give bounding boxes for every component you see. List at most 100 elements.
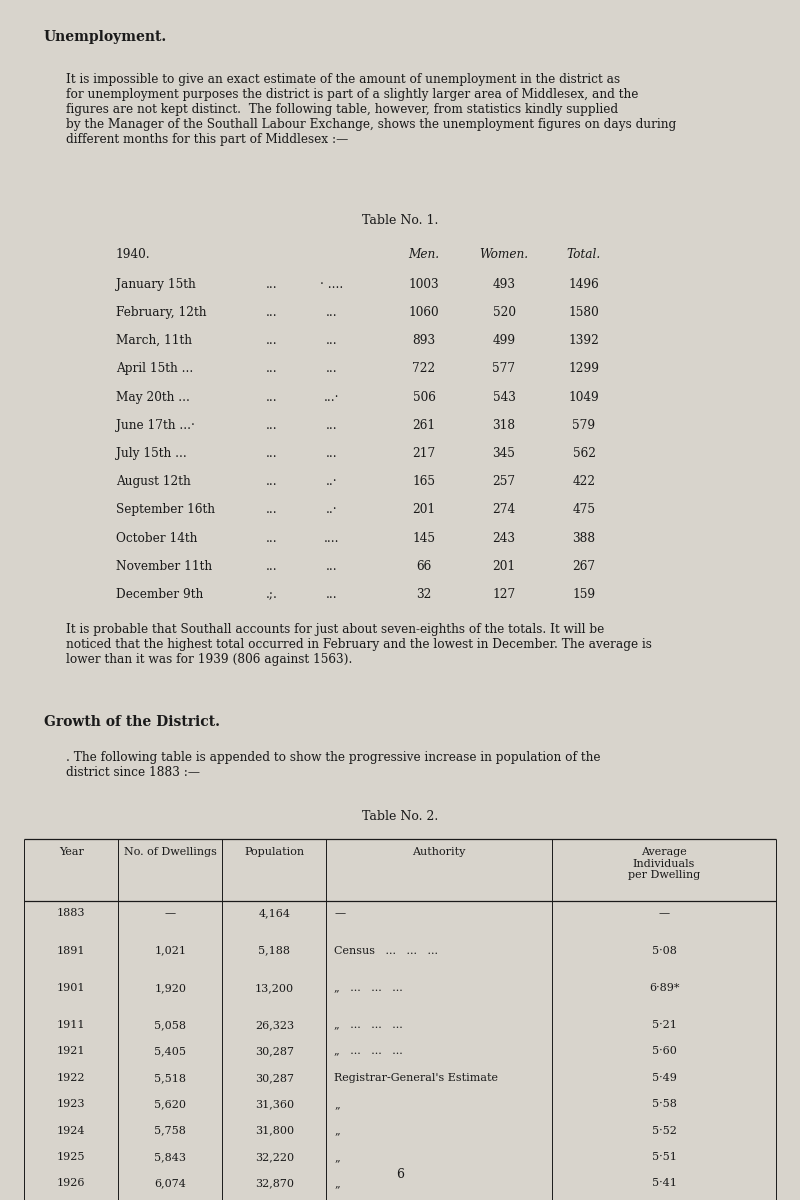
Text: Year: Year: [58, 847, 84, 857]
Text: 499: 499: [493, 334, 515, 347]
Text: ..·: ..·: [326, 503, 338, 516]
Text: ....: ....: [324, 532, 340, 545]
Text: Unemployment.: Unemployment.: [44, 30, 167, 44]
Text: „: „: [334, 1126, 340, 1135]
Text: 1924: 1924: [57, 1126, 86, 1135]
Text: 1940.: 1940.: [116, 248, 150, 260]
Text: 127: 127: [492, 588, 516, 601]
Text: 31,800: 31,800: [255, 1126, 294, 1135]
Text: ...: ...: [326, 334, 338, 347]
Text: 243: 243: [493, 532, 515, 545]
Text: 6,074: 6,074: [154, 1178, 186, 1188]
Text: 345: 345: [493, 446, 515, 460]
Text: 1,920: 1,920: [154, 983, 186, 992]
Text: 1922: 1922: [57, 1073, 86, 1082]
Text: Census   ...   ...   ...: Census ... ... ...: [334, 946, 438, 955]
Text: ...: ...: [266, 503, 278, 516]
Text: 261: 261: [413, 419, 435, 432]
Text: November 11th: November 11th: [116, 559, 212, 572]
Text: 5·21: 5·21: [651, 1020, 677, 1030]
Text: 1921: 1921: [57, 1046, 86, 1056]
Text: ..·: ..·: [326, 475, 338, 488]
Text: 66: 66: [416, 559, 432, 572]
Text: July 15th ...: July 15th ...: [116, 446, 186, 460]
Text: 5·60: 5·60: [651, 1046, 677, 1056]
Text: 1911: 1911: [57, 1020, 86, 1030]
Text: 13,200: 13,200: [255, 983, 294, 992]
Text: 5·58: 5·58: [651, 1099, 677, 1109]
Text: 159: 159: [573, 588, 595, 601]
Text: Women.: Women.: [479, 248, 529, 260]
Text: 5,405: 5,405: [154, 1046, 186, 1056]
Text: ...: ...: [266, 475, 278, 488]
Text: Authority: Authority: [413, 847, 466, 857]
Text: 1392: 1392: [569, 334, 599, 347]
Text: —: —: [165, 908, 176, 918]
Text: 5,620: 5,620: [154, 1099, 186, 1109]
Text: ...: ...: [266, 390, 278, 403]
Text: 5·52: 5·52: [651, 1126, 677, 1135]
Text: 493: 493: [493, 278, 515, 290]
Text: ...: ...: [326, 306, 338, 319]
Text: ...: ...: [266, 278, 278, 290]
Text: 1883: 1883: [57, 908, 86, 918]
Text: Population: Population: [244, 847, 305, 857]
Text: —: —: [334, 908, 346, 918]
Text: 506: 506: [413, 390, 435, 403]
Text: 1003: 1003: [409, 278, 439, 290]
Text: 1496: 1496: [569, 278, 599, 290]
Text: ...: ...: [326, 559, 338, 572]
Text: September 16th: September 16th: [116, 503, 215, 516]
Text: 6: 6: [396, 1168, 404, 1181]
Text: 722: 722: [412, 362, 436, 376]
Text: Total.: Total.: [567, 248, 601, 260]
Text: 5,518: 5,518: [154, 1073, 186, 1082]
Text: 1,021: 1,021: [154, 946, 186, 955]
Text: 32: 32: [416, 588, 432, 601]
Text: 257: 257: [493, 475, 515, 488]
Text: 32,870: 32,870: [255, 1178, 294, 1188]
Text: .;.: .;.: [266, 588, 278, 601]
Text: 1891: 1891: [57, 946, 86, 955]
Text: 165: 165: [413, 475, 435, 488]
Text: 543: 543: [493, 390, 515, 403]
Text: „: „: [334, 1152, 340, 1162]
Text: 318: 318: [493, 419, 515, 432]
Text: 577: 577: [493, 362, 515, 376]
Text: February, 12th: February, 12th: [116, 306, 206, 319]
Text: 1299: 1299: [569, 362, 599, 376]
Text: 267: 267: [573, 559, 595, 572]
Text: 1580: 1580: [569, 306, 599, 319]
Text: 5·49: 5·49: [651, 1073, 677, 1082]
Text: 30,287: 30,287: [255, 1073, 294, 1082]
Text: . The following table is appended to show the progressive increase in population: . The following table is appended to sho…: [66, 751, 601, 779]
Text: ...: ...: [266, 419, 278, 432]
Text: 5·51: 5·51: [651, 1152, 677, 1162]
Text: Table No. 1.: Table No. 1.: [362, 214, 438, 227]
Text: 32,220: 32,220: [255, 1152, 294, 1162]
Text: 1925: 1925: [57, 1152, 86, 1162]
Text: 893: 893: [413, 334, 435, 347]
Text: 5,188: 5,188: [258, 946, 290, 955]
Text: Average
Individuals
per Dwelling: Average Individuals per Dwelling: [628, 847, 700, 881]
Text: Men.: Men.: [409, 248, 439, 260]
Text: 475: 475: [573, 503, 595, 516]
Text: ...: ...: [266, 306, 278, 319]
Text: „   ...   ...   ...: „ ... ... ...: [334, 983, 403, 992]
Text: ...: ...: [326, 419, 338, 432]
Text: 145: 145: [413, 532, 435, 545]
Text: 5,843: 5,843: [154, 1152, 186, 1162]
Text: „   ...   ...   ...: „ ... ... ...: [334, 1020, 403, 1030]
Text: Growth of the District.: Growth of the District.: [44, 715, 220, 730]
Text: „: „: [334, 1178, 340, 1188]
Text: ...: ...: [326, 446, 338, 460]
Text: August 12th: August 12th: [116, 475, 190, 488]
Text: October 14th: October 14th: [116, 532, 198, 545]
Text: ...: ...: [266, 446, 278, 460]
Text: ...: ...: [326, 588, 338, 601]
Text: It is probable that Southall accounts for just about seven-eighths of the totals: It is probable that Southall accounts fo…: [66, 623, 652, 666]
Text: January 15th: January 15th: [116, 278, 196, 290]
Text: 274: 274: [493, 503, 515, 516]
Text: 1049: 1049: [569, 390, 599, 403]
Text: 1060: 1060: [409, 306, 439, 319]
